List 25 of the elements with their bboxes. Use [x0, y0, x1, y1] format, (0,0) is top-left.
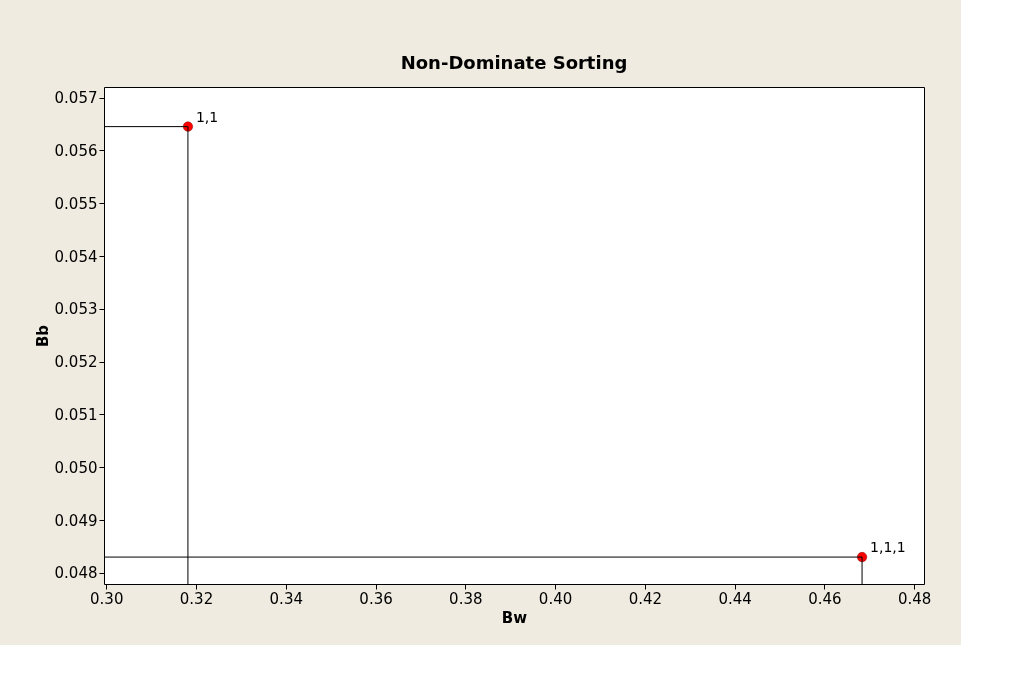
x-tick-label: 0.36 — [359, 589, 393, 608]
y-tick-label: 0.048 — [54, 564, 98, 583]
y-tick-label: 0.053 — [54, 300, 98, 319]
annotation: 1,1 — [195, 108, 219, 125]
x-tick-label: 0.48 — [897, 589, 932, 608]
x-tick-label: 0.40 — [538, 589, 573, 608]
x-tick-label: 0.46 — [808, 589, 842, 608]
x-axis-title: Bw — [501, 608, 528, 627]
y-tick-label: 0.057 — [54, 89, 98, 108]
annotation: 1,1,1 — [870, 539, 906, 556]
x-tick-label: 0.44 — [718, 589, 752, 608]
x-tick-label: 0.42 — [628, 589, 663, 608]
y-tick-label: 0.049 — [54, 511, 98, 530]
x-tick-label: 0.30 — [90, 589, 124, 608]
y-axis-title: Bb — [33, 324, 52, 348]
y-tick-label: 0.054 — [54, 247, 98, 266]
y-tick-label: 0.052 — [54, 353, 98, 372]
y-tick-label: 0.050 — [54, 458, 98, 477]
x-tick-label: 0.38 — [449, 589, 483, 608]
x-tick-label: 0.34 — [269, 589, 303, 608]
y-tick-label: 0.051 — [54, 405, 98, 424]
x-tick-label: 0.32 — [179, 589, 214, 608]
y-tick-label: 0.055 — [54, 194, 98, 213]
y-tick-label: 0.056 — [54, 141, 98, 160]
chart-title: Non-Dominate Sorting — [400, 52, 628, 73]
